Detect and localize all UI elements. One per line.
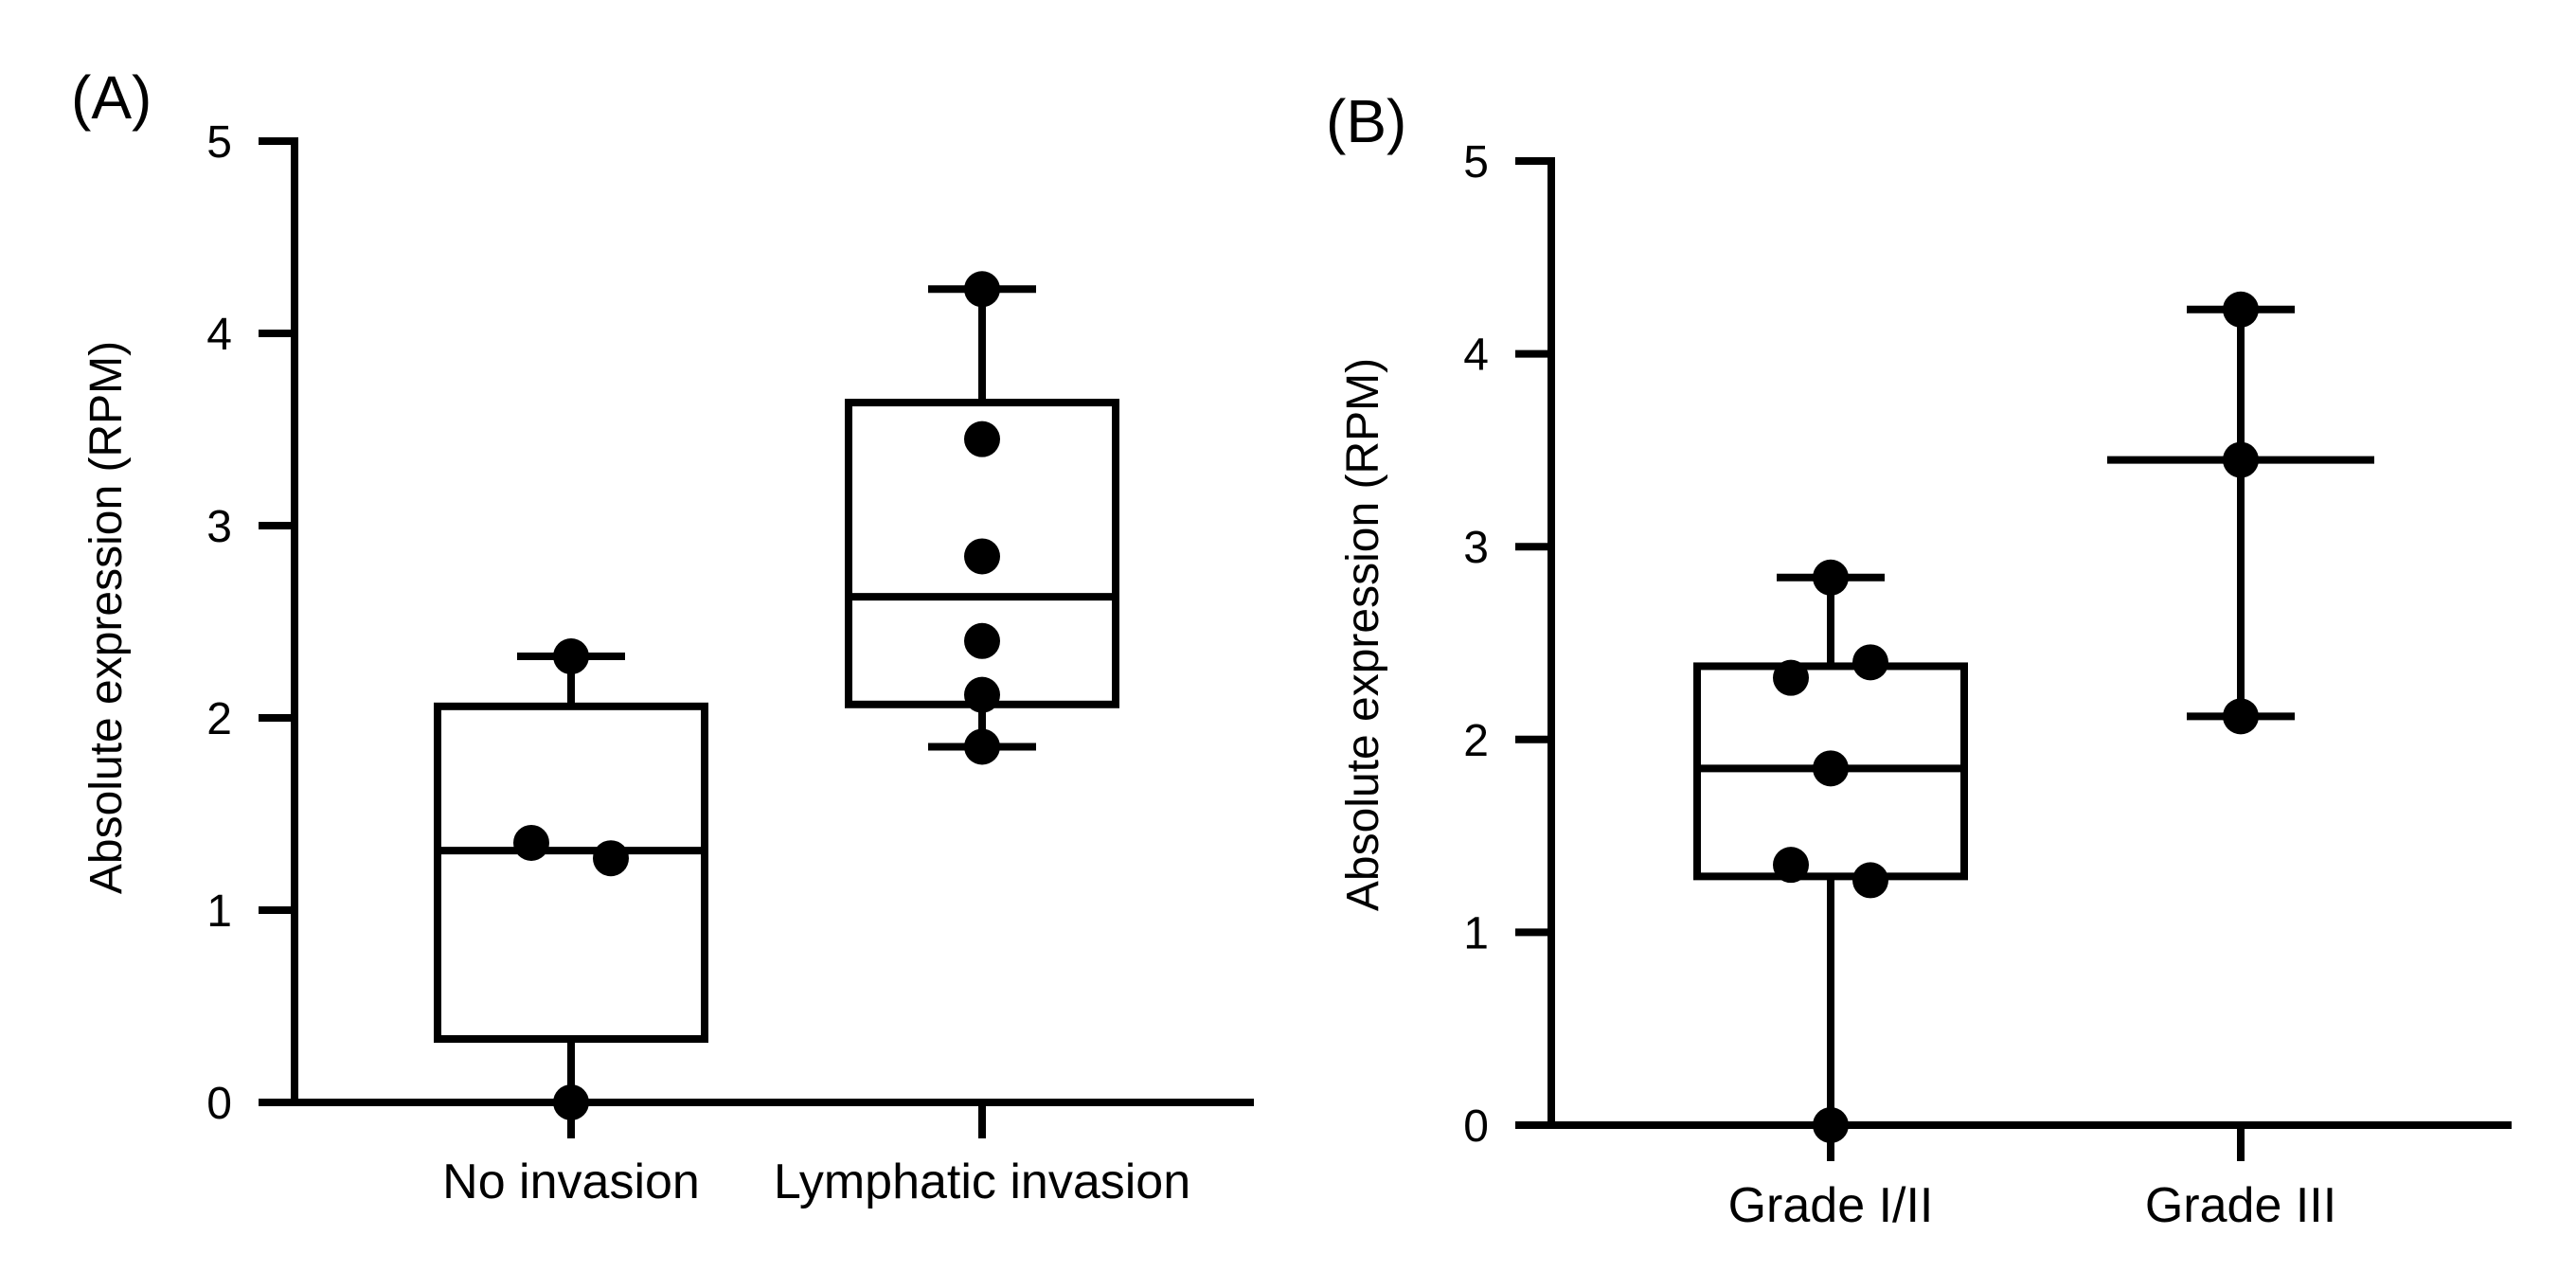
panel-b-y-axis-title: Absolute expression (RPM) [1338, 358, 1388, 911]
panel-a-y-tick-label: 1 [206, 886, 232, 937]
panel-b-label: (B) [1326, 87, 1406, 155]
panel-b-category-label: Grade III [2145, 1178, 2336, 1233]
panel-b-data-point [1773, 847, 1809, 884]
panel-a-categories: No invasion Lymphatic invasion [442, 1155, 1190, 1209]
panel-b-category-label: Grade I/II [1728, 1178, 1934, 1233]
panel-b-data-point [1813, 750, 1849, 787]
panel-a-data-point [964, 538, 1000, 575]
panel-b-data-point [2223, 698, 2259, 735]
panel-b-data-point [1852, 862, 1888, 899]
panel-a-y-axis-title: Absolute expression (RPM) [81, 341, 132, 894]
panel-a-boxes [434, 285, 1119, 1102]
panel-b-boxes [1693, 305, 2374, 1125]
panel-b-y-tick-label: 0 [1463, 1101, 1489, 1152]
panel-a-data-point [553, 638, 589, 675]
panel-a: (A) Absolute expression (RPM) 0 1 2 3 4 5 No … [71, 63, 1254, 1209]
panel-a-y-tick-label: 3 [206, 502, 232, 552]
panel-a-y-tick-label: 0 [206, 1079, 232, 1129]
panel-b-y-tick-label: 2 [1463, 716, 1489, 766]
panel-b-points [1773, 291, 2259, 1143]
panel-a-category-label: Lymphatic invasion [774, 1155, 1190, 1209]
panel-a-box [434, 702, 708, 1044]
panel-a-points [513, 271, 1000, 1120]
panel-b: (B) Absolute expression (RPM) 0 1 2 3 4 5 Gra… [1326, 87, 2512, 1233]
panel-b-y-tick-label: 4 [1463, 331, 1489, 381]
panel-a-data-point [513, 824, 549, 861]
panel-a-data-point [964, 421, 1000, 457]
panel-a-label: (A) [71, 63, 152, 132]
panel-a-y-tick-label: 2 [206, 694, 232, 744]
panel-b-data-point [2223, 441, 2259, 478]
panel-a-axes [291, 137, 1254, 1138]
panel-a-data-point [964, 728, 1000, 765]
panel-b-data-point [1852, 644, 1888, 681]
panel-a-y-tick-label: 5 [206, 117, 232, 168]
panel-b-y-ticks: 0 1 2 3 4 5 [1463, 137, 1551, 1152]
panel-b-data-point [2223, 291, 2259, 328]
panel-b-y-tick-label: 3 [1463, 523, 1489, 573]
panel-b-data-point [1773, 659, 1809, 696]
panel-a-data-point [593, 840, 629, 877]
panel-a-category-label: No invasion [442, 1155, 700, 1209]
panel-b-y-tick-label: 5 [1463, 137, 1489, 188]
panel-a-data-point [964, 622, 1000, 659]
panel-b-data-point [1813, 559, 1849, 596]
panel-b-y-tick-label: 1 [1463, 908, 1489, 958]
panel-a-y-tick-label: 4 [206, 310, 232, 360]
panel-a-y-ticks: 0 1 2 3 4 5 [206, 117, 295, 1129]
panel-a-data-point [964, 271, 1000, 308]
panel-b-axes [1547, 157, 2512, 1161]
panel-a-data-point [964, 676, 1000, 713]
panel-b-categories: Grade I/II Grade III [1728, 1178, 2337, 1233]
